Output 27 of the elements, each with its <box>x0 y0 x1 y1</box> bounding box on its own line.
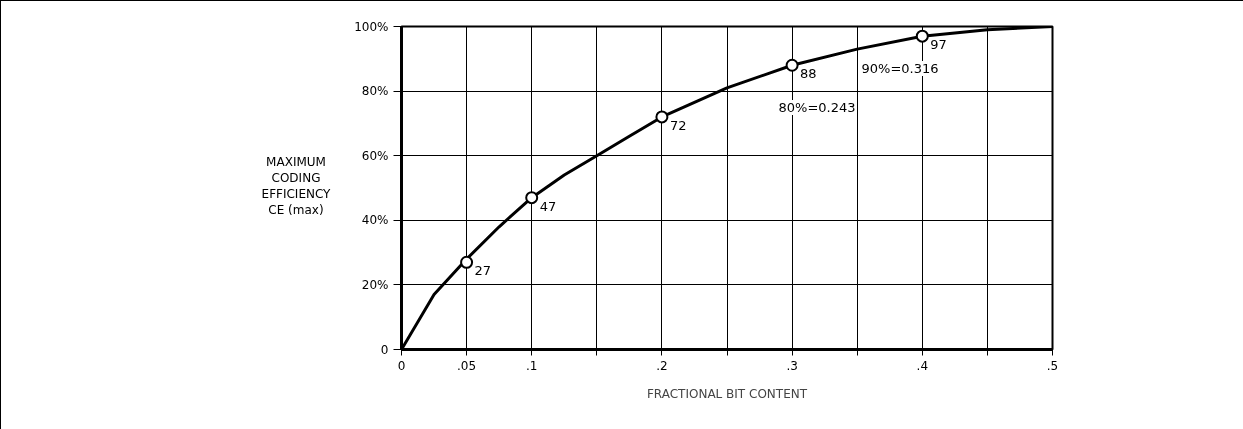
point <box>655 110 669 124</box>
x-tick-label: 0 <box>397 358 406 373</box>
x-axis-title: FRACTIONAL BIT CONTENT <box>646 386 808 401</box>
data-label: 47 <box>539 198 557 214</box>
x-tick-label: .5 <box>1046 358 1059 373</box>
y-tick-label: 20% <box>361 277 389 292</box>
y-tick-label: 60% <box>361 148 389 163</box>
y-tick-label: 40% <box>361 213 389 228</box>
x-tick-label: .1 <box>525 358 538 373</box>
point <box>915 29 929 43</box>
x-tick-label: .4 <box>916 358 929 373</box>
x-tick-label: .3 <box>786 358 798 373</box>
annotation: 90%=0.316 <box>861 61 939 76</box>
annotation: 80%=0.243 <box>778 100 856 115</box>
y-tick-label: 100% <box>354 19 389 34</box>
data-label: 97 <box>930 37 947 53</box>
y-tick-label: 80% <box>361 84 389 99</box>
y-tick-label: 0 <box>380 342 389 357</box>
point <box>785 58 799 72</box>
point <box>525 191 539 205</box>
y-axis-title: MAXIMUM CODING EFFICIENCY CE (max) <box>261 154 331 218</box>
point <box>460 255 474 269</box>
data-label: 88 <box>800 66 817 82</box>
x-tick-label: .05 <box>457 358 477 373</box>
x-tick-label: .2 <box>656 358 668 373</box>
data-label: 72 <box>669 117 687 133</box>
data-label: 27 <box>474 263 492 279</box>
